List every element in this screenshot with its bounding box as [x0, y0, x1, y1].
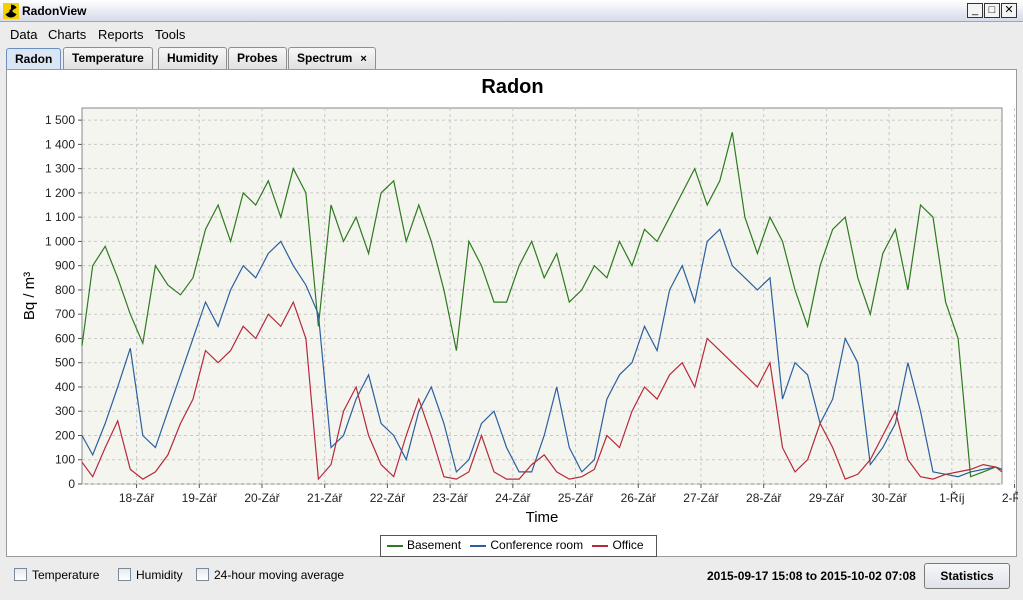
close-icon[interactable]: × — [360, 53, 367, 65]
series-line-conference-room — [81, 228, 1003, 478]
y-tick-label: 300 — [55, 404, 75, 418]
tab-radon-label: Radon — [15, 52, 53, 66]
legend-label-basement: Basement — [407, 538, 462, 552]
moving-average-checkbox-label: 24-hour moving average — [214, 568, 345, 582]
legend-item-conference-room: Conference room — [470, 538, 583, 552]
menu-reports[interactable]: Reports — [98, 27, 144, 42]
y-axis-label: Bq / m³ — [21, 272, 38, 320]
y-tick-label: 600 — [55, 331, 75, 345]
x-tick-label: 19-Zář — [182, 491, 218, 505]
y-tick-label: 1 500 — [45, 113, 75, 127]
window-title: RadonView — [22, 4, 87, 18]
x-tick-label: 1-Říj — [939, 490, 964, 505]
statistics-button[interactable]: Statistics — [924, 563, 1010, 589]
menu-data[interactable]: Data — [10, 27, 38, 42]
window-titlebar: RadonView _ □ ✕ — [0, 0, 1023, 22]
tab-probes-label: Probes — [237, 51, 278, 65]
legend-swatch-conference-room — [470, 544, 487, 547]
legend-swatch-basement — [387, 544, 403, 547]
tab-humidity-label: Humidity — [167, 51, 219, 65]
y-tick-label: 1 100 — [45, 210, 75, 224]
y-tick-label: 200 — [55, 428, 75, 442]
x-tick-label: 28-Zář — [746, 491, 782, 505]
tab-radon[interactable]: Radon — [6, 48, 62, 70]
humidity-checkbox-label: Humidity — [136, 568, 183, 582]
x-tick-label: 18-Zář — [119, 491, 155, 505]
y-tick-label: 800 — [55, 283, 75, 297]
menu-tools[interactable]: Tools — [155, 27, 186, 42]
y-tick-label: 700 — [55, 307, 75, 321]
x-tick-label: 21-Zář — [307, 491, 343, 505]
tab-spectrum[interactable]: Spectrum × — [288, 47, 376, 69]
x-tick-label: 2-Říj — [1002, 490, 1018, 505]
y-tick-label: 900 — [55, 259, 75, 273]
series-line-office — [81, 300, 1003, 481]
x-tick-label: 27-Zář — [683, 491, 719, 505]
x-tick-label: 30-Zář — [871, 491, 907, 505]
x-tick-label: 29-Zář — [809, 491, 845, 505]
y-tick-label: 1 300 — [45, 162, 75, 176]
y-tick-label: 500 — [55, 356, 75, 370]
y-tick-label: 100 — [55, 453, 75, 467]
tab-humidity[interactable]: Humidity — [158, 47, 228, 69]
legend-label-office: Office — [612, 538, 644, 552]
menu-charts[interactable]: Charts — [48, 27, 87, 42]
moving-average-checkbox[interactable]: 24-hour moving average — [196, 568, 344, 582]
tab-temperature[interactable]: Temperature — [63, 47, 153, 69]
radiation-icon — [3, 3, 19, 19]
chart-legend: Basement Conference room Office — [380, 535, 657, 557]
x-tick-label: 22-Zář — [370, 491, 406, 505]
x-tick-label: 23-Zář — [432, 491, 468, 505]
chart-panel: Radon 0 100 200 300 400 500 600 700 800 900 1 000 1… — [6, 69, 1018, 557]
y-tick-label: 1 000 — [45, 234, 75, 248]
legend-swatch-office — [592, 544, 609, 547]
legend-item-office: Office — [592, 538, 644, 552]
radon-chart: 0 100 200 300 400 500 600 700 800 900 1 000 1 100 1 … — [21, 107, 1018, 526]
checkbox-box[interactable] — [14, 568, 27, 581]
date-range-label: 2015-09-17 15:08 to 2015-10-02 07:08 — [707, 569, 916, 583]
plot-area — [81, 107, 1003, 485]
x-axis-label: Time — [526, 509, 559, 526]
y-tick-label: 1 400 — [45, 137, 75, 151]
x-tick-label: 25-Zář — [558, 491, 594, 505]
y-tick-label: 0 — [68, 477, 75, 491]
minimize-button[interactable]: _ — [967, 3, 983, 18]
series-line-basement — [81, 132, 1003, 478]
x-tick-label: 24-Zář — [495, 491, 531, 505]
y-tick-label: 400 — [55, 380, 75, 394]
tab-spectrum-label: Spectrum — [297, 51, 353, 65]
checkbox-box[interactable] — [196, 568, 209, 581]
close-button[interactable]: ✕ — [1001, 3, 1017, 18]
x-tick-label: 26-Zář — [621, 491, 657, 505]
maximize-button[interactable]: □ — [984, 3, 1000, 18]
x-tick-label: 20-Zář — [244, 491, 280, 505]
bottom-bar: Temperature Humidity 24-hour moving aver… — [0, 560, 1023, 600]
legend-item-basement: Basement — [387, 538, 461, 552]
legend-label-conference-room: Conference room — [490, 538, 584, 552]
humidity-checkbox[interactable]: Humidity — [118, 568, 183, 582]
chart-title: Radon — [481, 76, 544, 98]
tab-probes[interactable]: Probes — [228, 47, 287, 69]
y-tick-label: 1 200 — [45, 186, 75, 200]
tab-temperature-label: Temperature — [72, 51, 144, 65]
temperature-checkbox[interactable]: Temperature — [14, 568, 99, 582]
checkbox-box[interactable] — [118, 568, 131, 581]
temperature-checkbox-label: Temperature — [32, 568, 100, 582]
menu-bar: Data Charts Reports Tools — [0, 23, 1023, 45]
